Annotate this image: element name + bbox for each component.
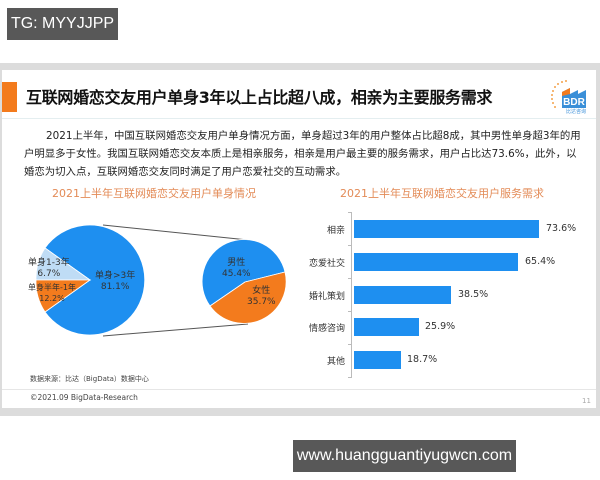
pie-label-1-3y: 单身1-3年 6.7% xyxy=(28,258,70,279)
bar xyxy=(354,351,401,369)
bar-category: 情感咨询 xyxy=(308,324,345,334)
bar-value: 65.4% xyxy=(525,256,556,267)
pie-label-female: 女性 35.7% xyxy=(247,286,276,307)
pie-chart-title: 2021上半年互联网婚恋交友用户单身情况 xyxy=(52,187,256,200)
bar-value: 73.6% xyxy=(546,223,577,234)
bar-value: 38.5% xyxy=(458,289,489,300)
pie-main xyxy=(35,224,146,336)
watermark-bottom: www.huangguantiyugwcn.com xyxy=(293,440,516,472)
axis-tick xyxy=(348,311,352,312)
summary-paragraph: 2021上半年，中国互联网婚恋交友用户单身情况方面，单身超过3年的用户整体占比超… xyxy=(24,130,581,178)
bar-category: 婚礼策划 xyxy=(308,292,345,302)
axis-tick xyxy=(348,245,352,246)
bar-category: 恋爱社交 xyxy=(308,259,345,269)
pie-label-male: 男性 45.4% xyxy=(222,258,251,279)
title-bar: 互联网婚恋交友用户单身3年以上占比超八成，相亲为主要服务需求 BDR 比达咨询 xyxy=(2,70,596,119)
svg-text:比达咨询: 比达咨询 xyxy=(566,108,586,115)
pie-label-half-1y: 单身半年-1年 12.2% xyxy=(28,283,76,303)
bar xyxy=(354,253,518,271)
axis-tick xyxy=(348,212,352,213)
watermark-top: TG: MYYJJPP xyxy=(7,8,118,40)
title-accent xyxy=(2,82,17,112)
copyright: ©2021.09 BigData-Research xyxy=(30,393,138,402)
data-source: 数据来源：比达（BigData）数据中心 xyxy=(30,375,149,383)
footer-divider xyxy=(2,389,596,390)
bar-chart-title: 2021上半年互联网婚恋交友用户服务需求 xyxy=(340,187,544,200)
pie-detail xyxy=(201,239,287,324)
slide: 互联网婚恋交友用户单身3年以上占比超八成，相亲为主要服务需求 BDR 比达咨询 … xyxy=(2,70,596,408)
bar xyxy=(354,318,419,336)
bar xyxy=(354,286,451,304)
bar-category: 相亲 xyxy=(326,226,345,236)
svg-text:BDR: BDR xyxy=(563,97,585,108)
axis-tick xyxy=(348,377,352,378)
axis-tick xyxy=(348,344,352,345)
bar-category: 其他 xyxy=(326,357,345,367)
bar-value: 25.9% xyxy=(425,321,456,332)
bdr-logo-icon: BDR 比达咨询 xyxy=(551,80,586,115)
pie-label-gt3y: 单身>3年 81.1% xyxy=(95,271,136,292)
page-number: 11 xyxy=(582,397,591,405)
bar-value: 18.7% xyxy=(407,354,438,365)
pie-chart xyxy=(35,224,287,337)
bar-axis xyxy=(351,212,352,377)
slide-title: 互联网婚恋交友用户单身3年以上占比超八成，相亲为主要服务需求 xyxy=(26,88,493,107)
bar xyxy=(354,220,539,238)
axis-tick xyxy=(348,278,352,279)
